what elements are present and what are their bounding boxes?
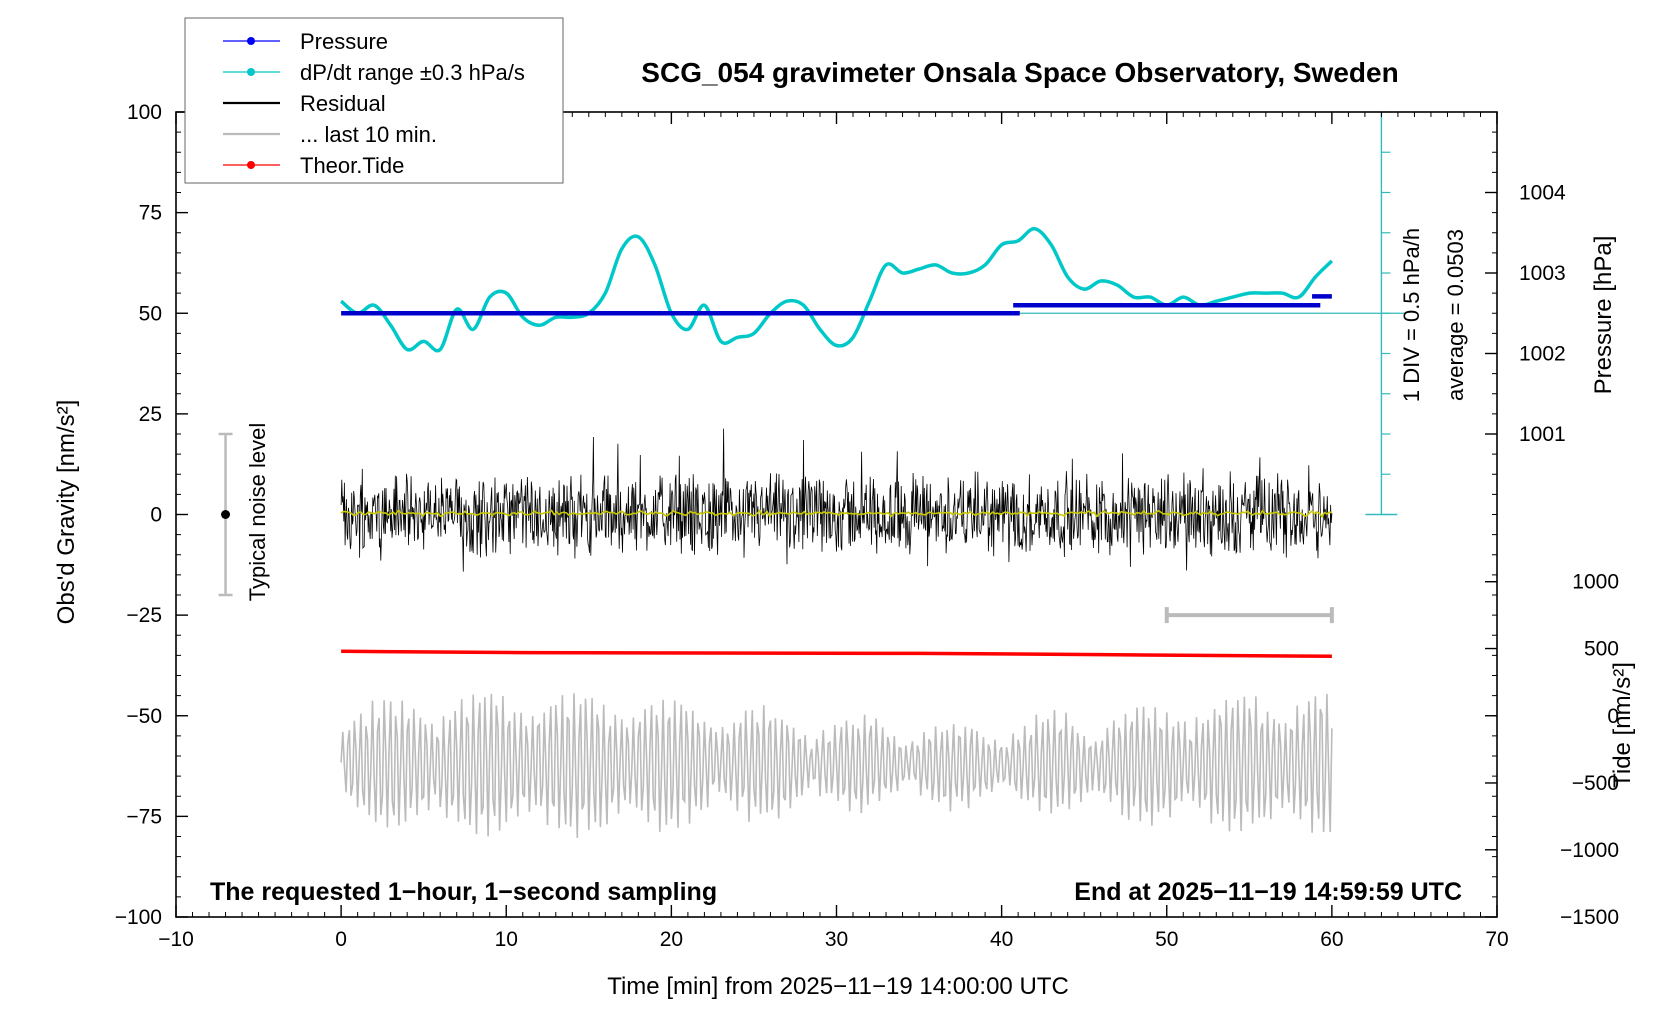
legend: Pressure dP/dt range ±0.3 hPa/s Residual..… <box>184 17 564 184</box>
y-tick-label: 25 <box>139 403 162 426</box>
pressure-tick-label: 1004 <box>1519 182 1566 205</box>
chart-title: SCG_054 gravimeter Onsala Space Observat… <box>641 57 1398 88</box>
last10-series-line <box>340 693 1333 838</box>
legend-box <box>184 17 564 184</box>
running-mean-line <box>340 509 1332 519</box>
tide-tick-label: −1500 <box>1560 906 1619 929</box>
pressure-axis-label: Pressure [hPa] <box>1590 236 1617 395</box>
sampling-note: The requested 1−hour, 1−second sampling <box>210 878 717 906</box>
y-tick-label: −75 <box>126 805 162 828</box>
y-tick-label: 0 <box>150 504 162 527</box>
x-tick-label: 10 <box>495 928 518 951</box>
x-axis-label: Time [min] from 2025−11−19 14:00:00 UTC <box>607 973 1069 1000</box>
pressure-rate-series-line <box>339 226 1334 353</box>
legend-marker <box>247 37 255 45</box>
legend-label: Theor.Tide <box>300 153 404 178</box>
residual-series-line <box>340 428 1333 572</box>
legend-items: Pressure dP/dt range ±0.3 hPa/s Residual..… <box>223 29 525 178</box>
noise-center-marker <box>221 510 231 519</box>
x-tick-label: 0 <box>335 928 347 951</box>
axis-layer: −10 0 10 20 30 40 50 60 70−100−75−50−25025507510… <box>115 101 1619 951</box>
tide-tick-label: −500 <box>1572 772 1619 795</box>
tide-tick-label: 500 <box>1584 638 1619 661</box>
x-tick-label: 20 <box>660 928 683 951</box>
y-tick-label: 75 <box>139 202 162 225</box>
legend-label: Pressure <box>300 29 388 54</box>
x-tick-label: −10 <box>158 928 194 951</box>
tide-tick-label: 1000 <box>1572 571 1619 594</box>
x-tick-label: 60 <box>1320 928 1343 951</box>
x-tick-label: 40 <box>990 928 1013 951</box>
y-tick-label: −25 <box>126 604 162 627</box>
x-tick-label: 50 <box>1155 928 1178 951</box>
y-tick-label: −100 <box>115 906 162 929</box>
pressure-tick-label: 1003 <box>1519 262 1566 285</box>
y-axis-label-left: Obs'd Gravity [nm/s²] <box>53 400 80 625</box>
tide-series-line <box>341 649 1332 658</box>
data-layer <box>218 111 1407 838</box>
legend-label: ... last 10 min. <box>300 122 437 147</box>
y-tick-label: −50 <box>126 705 162 728</box>
y-tick-label: 50 <box>139 302 162 325</box>
end-time-note: End at 2025−11−19 14:59:59 UTC <box>1074 878 1462 906</box>
tide-axis-label: Tide [nm/s²] <box>1609 662 1636 788</box>
legend-label: Residual <box>300 91 386 116</box>
pressure-tick-label: 1001 <box>1519 423 1566 446</box>
tide-tick-label: −1000 <box>1560 839 1619 862</box>
rate-average-label: average = 0.0503 <box>1443 229 1468 401</box>
legend-marker <box>247 161 255 169</box>
x-tick-label: 30 <box>825 928 848 951</box>
noise-level-label: Typical noise level <box>245 423 270 602</box>
legend-marker <box>247 68 255 76</box>
tide-tick-label: 0 <box>1607 705 1619 728</box>
pressure-tick-label: 1002 <box>1519 343 1566 366</box>
rate-scale-label: 1 DIV = 0.5 hPa/h <box>1399 228 1424 402</box>
y-tick-label: 100 <box>127 101 162 124</box>
x-tick-label: 70 <box>1485 928 1508 951</box>
legend-label: dP/dt range ±0.3 hPa/s <box>300 60 525 85</box>
